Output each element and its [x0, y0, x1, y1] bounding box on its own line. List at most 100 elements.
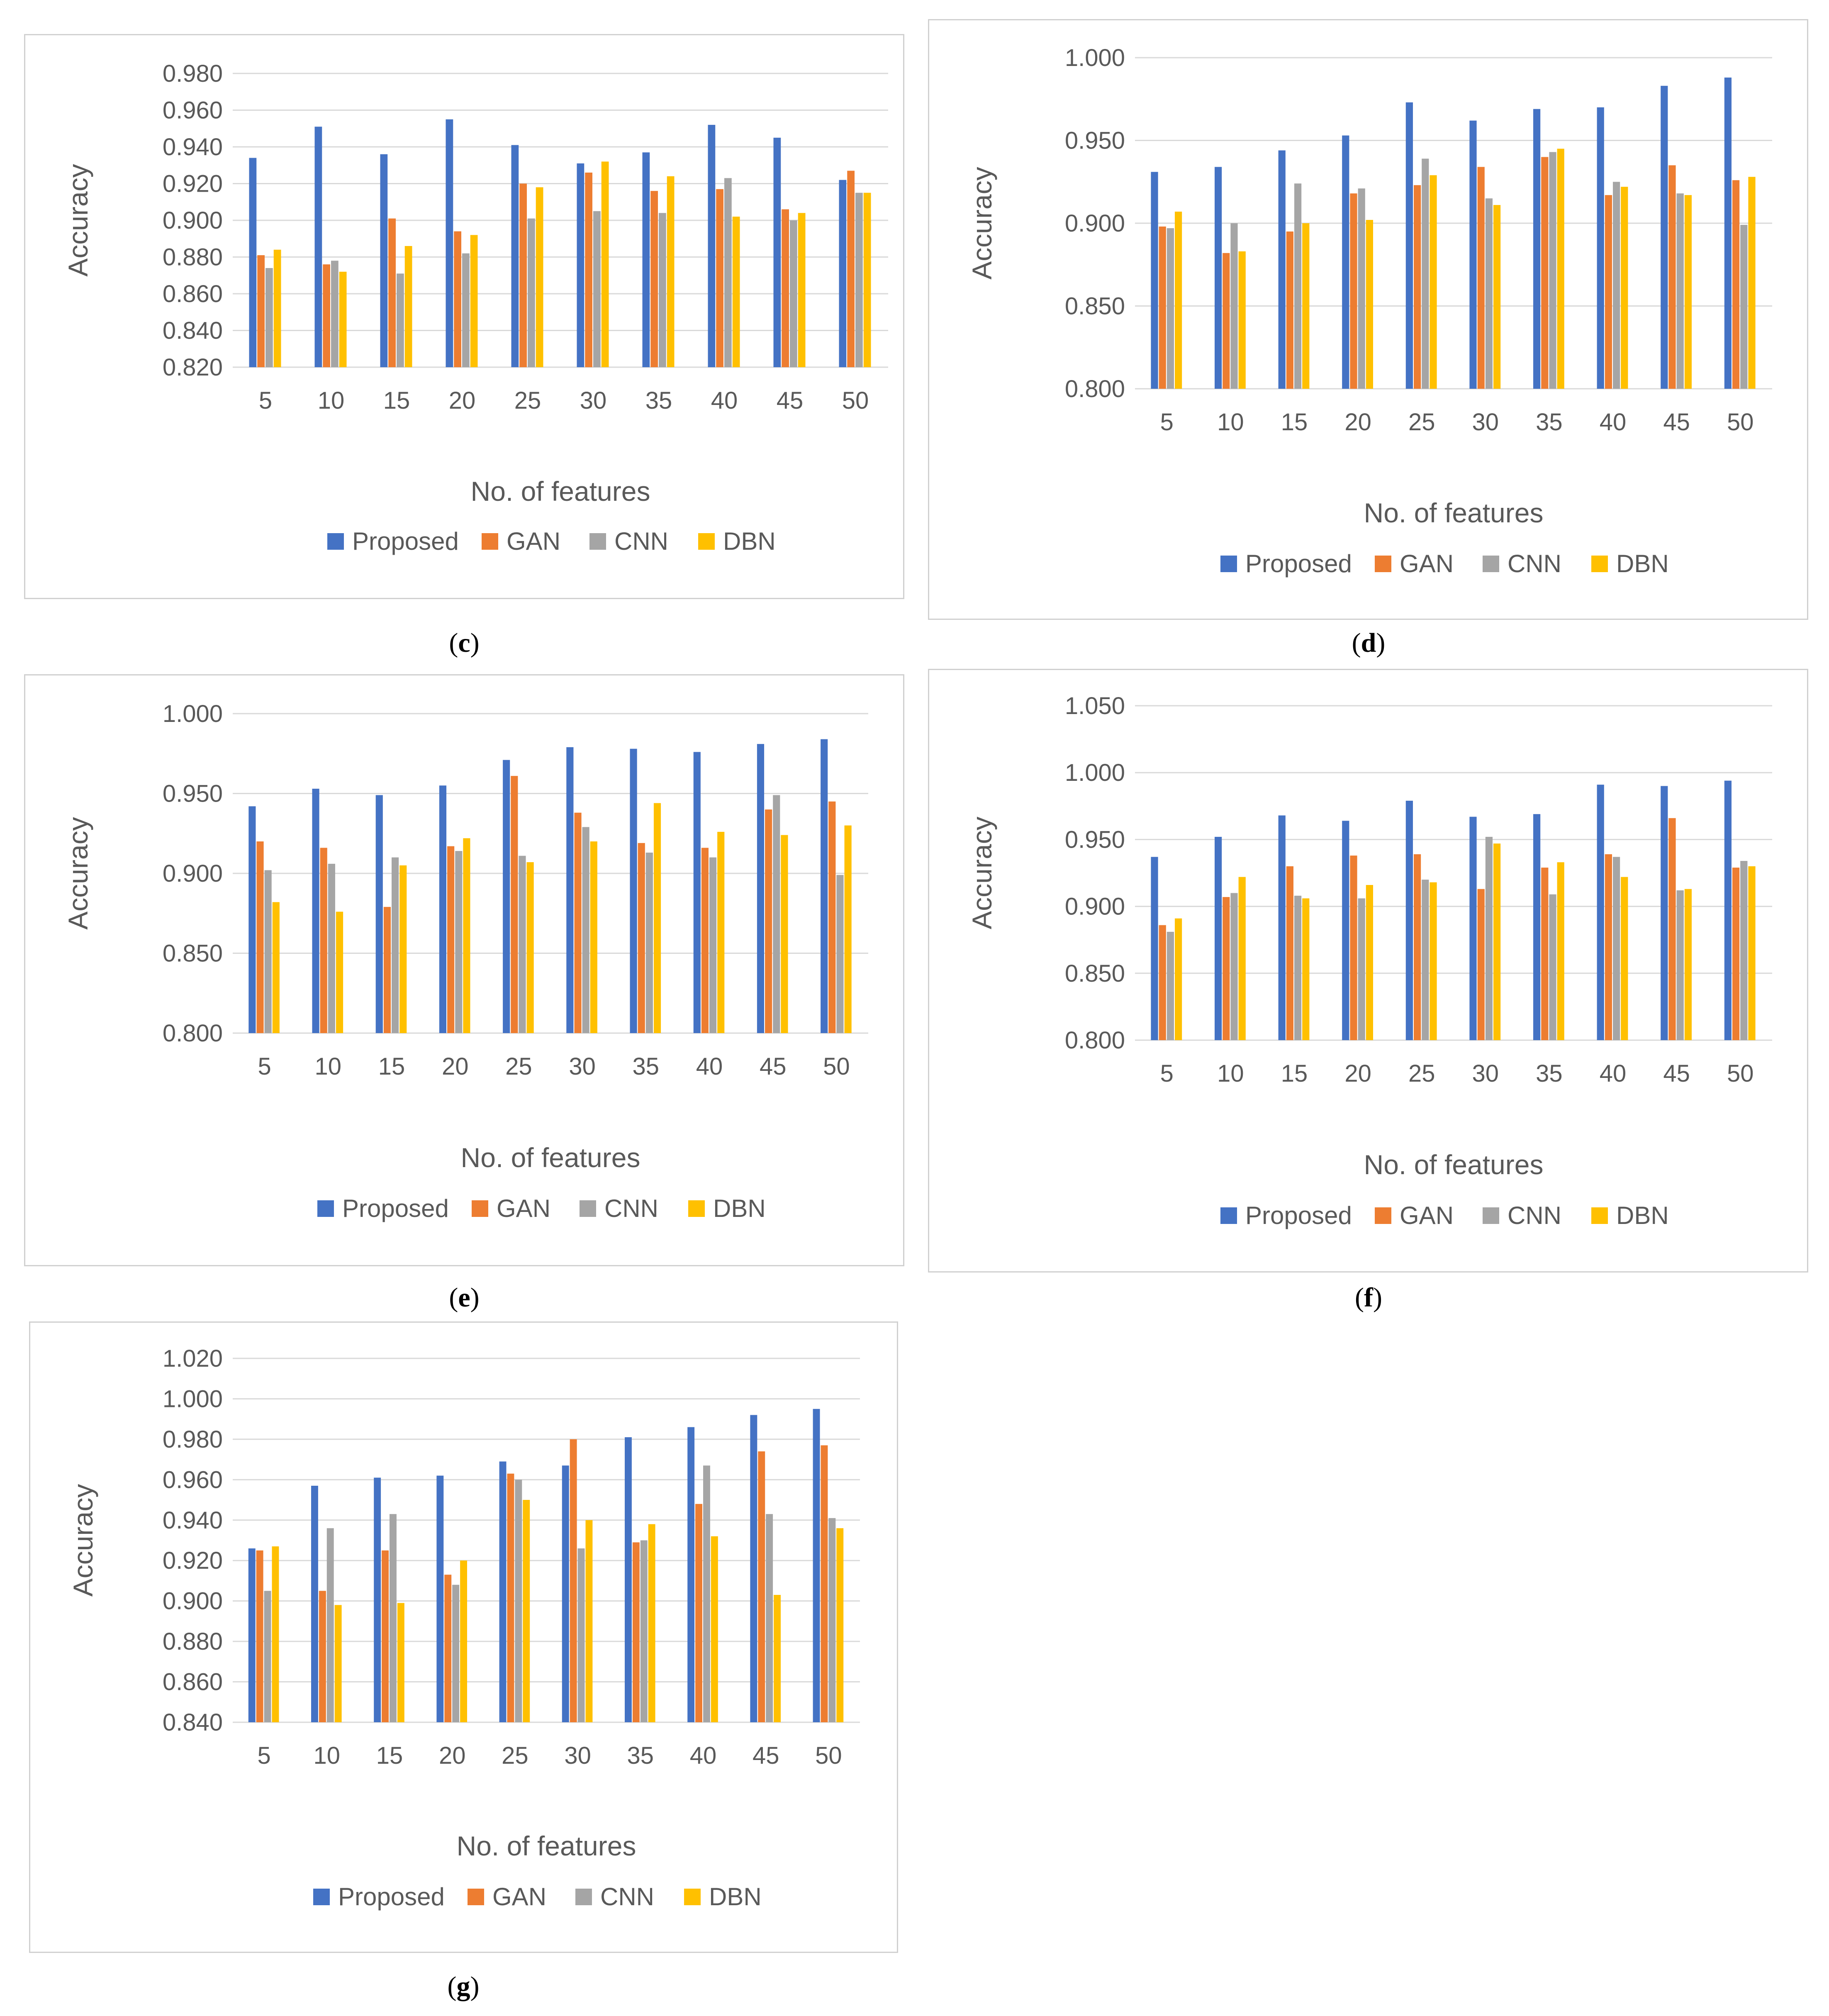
bar-cnn-25	[1422, 880, 1429, 1040]
bar-proposed-40	[1597, 107, 1604, 389]
x-tick-label: 5	[257, 1742, 270, 1769]
bar-cnn-45	[1676, 890, 1684, 1040]
x-tick-label: 15	[376, 1742, 403, 1769]
y-tick-label: 0.880	[163, 1628, 223, 1655]
bar-cnn-50	[855, 193, 863, 367]
y-tick-label: 0.900	[1065, 210, 1125, 237]
bar-dbn-20	[463, 838, 470, 1033]
bar-proposed-25	[511, 145, 519, 367]
bar-dbn-50	[1748, 866, 1756, 1040]
bar-gan-5	[256, 841, 264, 1033]
legend-swatch-cnn	[575, 1889, 592, 1905]
bar-proposed-25	[1405, 800, 1413, 1040]
bar-cnn-10	[326, 1528, 334, 1722]
y-tick-label: 0.940	[163, 134, 223, 161]
x-tick-label: 35	[645, 387, 672, 414]
legend-swatch-cnn	[1483, 556, 1499, 572]
bar-proposed-25	[1405, 102, 1413, 389]
y-tick-label: 0.860	[163, 280, 223, 307]
bar-gan-35	[638, 843, 645, 1033]
legend-label-gan: GAN	[497, 1194, 550, 1222]
bar-dbn-5	[273, 249, 281, 367]
bar-cnn-15	[1294, 895, 1302, 1040]
bar-proposed-5	[248, 806, 256, 1033]
legend-label-dbn: DBN	[723, 527, 776, 555]
legend-label-cnn: CNN	[600, 1883, 654, 1911]
bar-dbn-40	[732, 217, 740, 367]
chart-panel-d: 0.800 0.850 0.900 0.950 1.000 5 10 15 20 25 30 35 40…	[928, 19, 1808, 620]
bar-proposed-25	[499, 1461, 507, 1722]
bar-cnn-20	[1358, 898, 1365, 1040]
x-tick-label: 50	[1727, 409, 1754, 436]
legend-swatch-dbn	[1591, 1207, 1608, 1224]
bar-proposed-15	[1278, 815, 1286, 1040]
y-tick-label: 0.840	[163, 317, 223, 344]
bar-cnn-40	[724, 178, 732, 367]
bar-cnn-20	[462, 253, 470, 367]
x-axis-title: No. of features	[461, 1142, 641, 1173]
y-tick-label: 0.850	[163, 940, 223, 967]
legend-label-proposed: Proposed	[338, 1883, 445, 1911]
bar-gan-45	[782, 209, 789, 367]
bar-gan-35	[1541, 157, 1549, 389]
x-tick-label: 45	[1663, 409, 1690, 436]
bar-dbn-15	[1302, 898, 1310, 1040]
bar-dbn-10	[334, 1605, 342, 1722]
bar-cnn-40	[709, 857, 717, 1033]
bar-proposed-15	[374, 1477, 381, 1722]
legend-swatch-gan	[468, 1889, 484, 1905]
bar-dbn-15	[404, 246, 412, 367]
y-tick-label: 1.000	[163, 700, 223, 727]
legend-swatch-dbn	[684, 1889, 701, 1905]
x-tick-label: 5	[1160, 409, 1174, 436]
bar-dbn-5	[272, 902, 280, 1033]
bar-dbn-20	[460, 1560, 467, 1722]
legend-swatch-gan	[482, 533, 498, 550]
x-tick-label: 10	[318, 387, 345, 414]
bar-proposed-35	[630, 748, 637, 1033]
bar-dbn-25	[1430, 882, 1437, 1040]
bar-proposed-20	[1342, 135, 1349, 389]
chart-svg-d: 0.800 0.850 0.900 0.950 1.000 5 10 15 20 25 30 35 40…	[967, 44, 1772, 578]
x-tick-label: 25	[1408, 409, 1435, 436]
x-tick-label: 40	[696, 1053, 723, 1080]
bar-dbn-20	[470, 235, 478, 367]
bar-proposed-45	[1661, 85, 1668, 389]
x-tick-label: 35	[1536, 1060, 1563, 1087]
caption-f: (f)	[1355, 1282, 1382, 1313]
bar-cnn-5	[1167, 228, 1174, 389]
bar-proposed-20	[436, 1475, 444, 1722]
bar-proposed-35	[1533, 109, 1541, 389]
bar-gan-25	[507, 1473, 514, 1722]
legend-label-proposed: Proposed	[342, 1194, 449, 1222]
bar-proposed-30	[1469, 817, 1477, 1040]
y-tick-label: 0.980	[163, 1426, 223, 1453]
bar-cnn-50	[1740, 224, 1748, 389]
bar-dbn-45	[798, 213, 806, 367]
bar-cnn-40	[1613, 857, 1620, 1040]
bar-cnn-35	[1549, 152, 1556, 389]
bar-gan-15	[383, 907, 391, 1033]
bar-proposed-20	[439, 785, 447, 1033]
bar-gan-30	[574, 812, 582, 1033]
bar-cnn-50	[1740, 861, 1748, 1040]
bar-proposed-5	[249, 158, 257, 367]
y-tick-label: 0.800	[1065, 1027, 1125, 1054]
bar-cnn-20	[455, 851, 463, 1033]
x-axis-title: No. of features	[1364, 1149, 1544, 1180]
chart-svg-e: 0.800 0.850 0.900 0.950 1.000 5 10 15 20 25 30 35 40…	[63, 700, 868, 1222]
legend-label-proposed: Proposed	[1245, 1202, 1352, 1229]
bar-cnn-10	[1230, 223, 1238, 389]
bar-gan-45	[765, 809, 772, 1033]
bar-dbn-30	[1493, 843, 1501, 1040]
bar-dbn-35	[667, 176, 675, 367]
bar-gan-30	[585, 172, 592, 367]
y-tick-label: 0.920	[163, 1547, 223, 1574]
legend-swatch-dbn	[688, 1200, 705, 1217]
bar-gan-25	[519, 183, 527, 367]
bar-cnn-30	[1485, 836, 1493, 1040]
bar-dbn-15	[399, 865, 407, 1033]
x-tick-label: 40	[1600, 409, 1627, 436]
chart-svg-c: 0.820 0.840 0.860 0.880 0.900 0.920 0.940 0.960…	[63, 60, 888, 555]
legend-swatch-gan	[1375, 1207, 1391, 1224]
